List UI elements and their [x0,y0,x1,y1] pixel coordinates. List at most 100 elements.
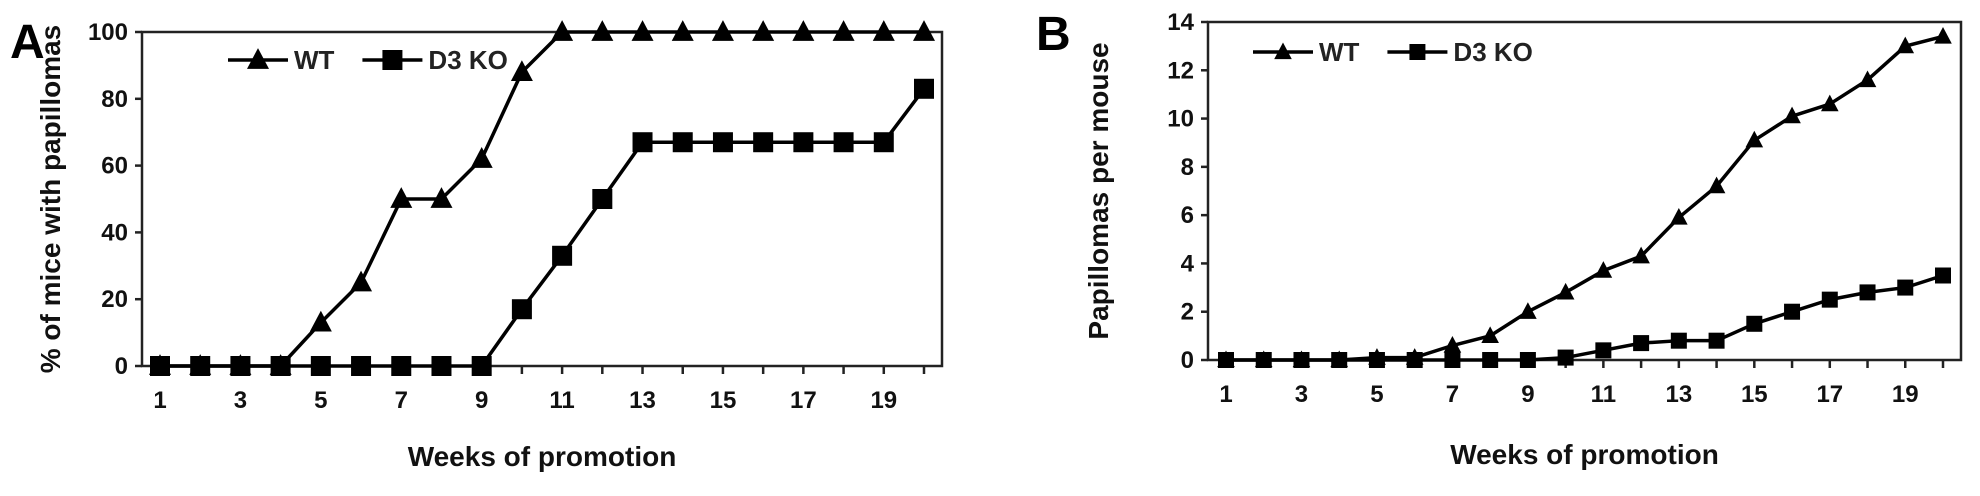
y-tick-label: 0 [1181,347,1194,374]
data-point [914,78,934,99]
data-point [1293,352,1310,368]
x-tick-label: 19 [870,387,897,414]
x-tick-label: 11 [1591,381,1616,408]
y-axis-title: Papillomas per mouse [1083,42,1114,339]
y-tick-label: 12 [1167,57,1194,84]
data-point [913,20,935,41]
data-point [1935,267,1951,284]
data-point [391,356,412,376]
data-point [1746,315,1763,332]
data-point [1784,303,1801,320]
data-point [1670,208,1688,225]
data-point [1406,352,1423,368]
x-tick-label: 17 [790,387,817,414]
data-point [1708,332,1725,349]
x-axis-title: Weeks of promotion [1450,439,1719,470]
data-point [470,147,493,168]
data-point [1368,352,1385,368]
y-tick-label: 80 [101,86,128,113]
data-point [1896,36,1915,54]
data-point [591,20,614,41]
data-point [471,356,492,376]
legend-marker [1274,42,1292,60]
data-point [1783,106,1801,124]
data-point [631,20,654,41]
data-point [310,356,331,376]
data-point [511,299,532,320]
series-line [1226,34,1944,362]
series-line [160,30,924,368]
x-tick-label: 9 [475,387,488,414]
data-point [1707,176,1726,194]
data-point [1331,352,1348,368]
data-point [753,132,774,153]
data-point [1858,70,1877,88]
x-tick-label: 17 [1816,381,1843,408]
data-point [711,20,734,41]
panel-letter: B [1036,8,1071,61]
x-tick-label: 3 [234,387,247,414]
data-point [1595,342,1612,359]
x-tick-label: 1 [1219,381,1232,408]
x-tick-label: 7 [395,387,408,414]
data-point [1519,352,1536,368]
y-tick-label: 14 [1167,9,1194,36]
y-tick-label: 10 [1167,106,1194,133]
x-tick-label: 3 [1295,381,1308,408]
data-point [431,356,452,376]
x-tick-label: 7 [1446,381,1459,408]
data-point [350,270,373,292]
data-point [1897,279,1914,296]
data-point [832,20,855,41]
data-point [230,356,251,376]
y-tick-label: 2 [1181,299,1194,326]
data-point [351,356,372,376]
y-tick-label: 100 [88,19,128,46]
data-point [1670,332,1687,349]
y-axis-title: % of mice with papillomas [35,25,66,374]
y-tick-label: 20 [101,286,128,313]
data-point [1556,282,1575,300]
plot-frame [1206,20,1963,362]
data-point [1255,352,1272,368]
data-point [1633,335,1650,352]
y-tick-label: 8 [1181,154,1194,181]
data-point [150,356,170,376]
panel-letter: A [10,16,45,69]
x-tick-label: 5 [314,387,327,414]
data-point [190,356,211,376]
x-tick-label: 1 [153,387,166,414]
y-tick-label: 4 [1181,250,1195,277]
x-tick-label: 9 [1521,381,1534,408]
legend-label: D3 KO [428,45,507,75]
data-point [1745,130,1764,148]
y-tick-label: 6 [1181,202,1194,229]
data-point [792,20,815,41]
data-point [390,187,413,208]
series-wt [1217,26,1952,368]
legend-label: WT [1319,37,1360,67]
data-point [712,132,733,153]
legend: WT D3 KO [1253,37,1533,67]
legend-marker [1409,44,1426,60]
plot-frame [140,30,944,368]
data-point [309,310,332,332]
series-d3-ko [150,78,934,376]
x-tick-label: 11 [549,387,574,414]
data-point [1218,352,1234,368]
data-point [1519,302,1537,319]
data-point [1821,291,1838,308]
x-tick-label: 13 [629,387,656,414]
series-wt [149,20,935,375]
data-point [1443,336,1462,353]
data-point [1820,94,1839,112]
data-point [793,132,814,153]
data-point [1934,26,1952,44]
series-line [1226,273,1944,362]
x-tick-label: 13 [1665,381,1692,408]
data-point [671,20,694,41]
data-point [551,20,574,41]
